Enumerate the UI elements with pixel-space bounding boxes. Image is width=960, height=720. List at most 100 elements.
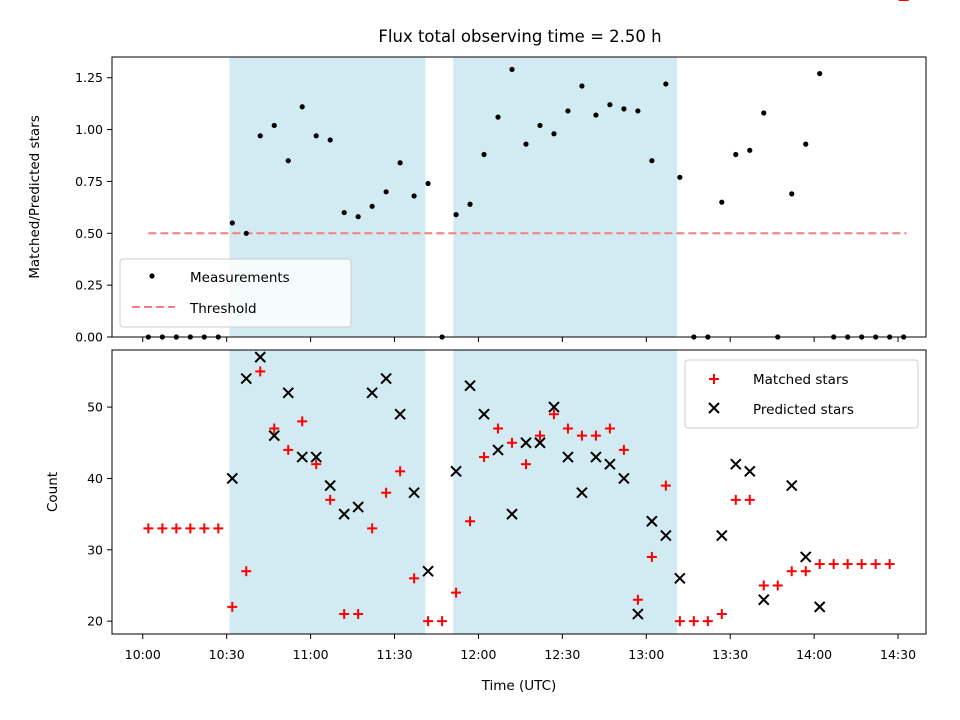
predicted-marker-stroke bbox=[464, 379, 476, 392]
predicted-star-point bbox=[450, 465, 462, 478]
measurement-point bbox=[733, 151, 739, 158]
predicted-star-point bbox=[380, 372, 392, 385]
measurement-point bbox=[789, 191, 795, 197]
matched-star-point bbox=[548, 409, 559, 420]
legend-matched-label: Matched stars bbox=[753, 372, 849, 388]
predicted-marker-stroke bbox=[646, 515, 658, 527]
observing-window-shade bbox=[453, 57, 678, 337]
measurement-point bbox=[271, 122, 277, 129]
predicted-marker-stroke bbox=[310, 451, 322, 463]
bottom-axes-frame bbox=[111, 349, 927, 635]
predicted-marker-stroke bbox=[450, 465, 462, 478]
predicted-star-point bbox=[408, 487, 420, 499]
measurement-point bbox=[453, 212, 459, 218]
measurement-point bbox=[299, 104, 305, 110]
matched-star-point bbox=[437, 616, 448, 627]
matched-star-point bbox=[604, 423, 615, 434]
predicted-star-point bbox=[534, 437, 546, 449]
x-tick-label: 14:30 bbox=[880, 647, 916, 662]
matched-star-point bbox=[297, 416, 308, 427]
measurement-point bbox=[341, 209, 347, 216]
chart-title: Flux total observing time = 2.50 h bbox=[378, 27, 661, 46]
matched-star-point bbox=[814, 559, 825, 570]
measurement-point bbox=[551, 131, 557, 137]
predicted-star-point bbox=[576, 487, 588, 499]
predicted-star-point bbox=[268, 429, 280, 442]
matched-star-point bbox=[632, 594, 643, 605]
predicted-marker-stroke bbox=[632, 608, 644, 620]
predicted-star-point bbox=[464, 379, 476, 392]
predicted-marker-stroke bbox=[534, 437, 546, 449]
measurement-point bbox=[369, 203, 375, 209]
measurement-point bbox=[495, 114, 501, 120]
top-y-tick-label: 0.50 bbox=[75, 226, 103, 241]
measurement-point bbox=[523, 141, 529, 147]
matched-star-point bbox=[171, 523, 182, 534]
bottom-legend: Matched stars Predicted stars bbox=[684, 359, 919, 429]
predicted-star-point bbox=[730, 458, 742, 470]
predicted-marker-stroke bbox=[758, 594, 770, 606]
measurement-point bbox=[565, 108, 571, 114]
x-tick-label: 12:30 bbox=[544, 647, 580, 662]
measurement-point bbox=[229, 220, 235, 226]
predicted-star-point bbox=[296, 451, 308, 463]
predicted-marker-stroke bbox=[352, 501, 364, 513]
matched-star-point bbox=[269, 423, 280, 434]
matched-star-point bbox=[618, 444, 629, 455]
predicted-marker-stroke bbox=[254, 351, 266, 363]
matched-star-point bbox=[870, 559, 881, 570]
matched-star-point bbox=[143, 523, 154, 534]
predicted-marker-stroke bbox=[380, 372, 392, 385]
predicted-star-point bbox=[394, 408, 406, 420]
predicted-star-point bbox=[240, 372, 252, 385]
predicted-star-point bbox=[366, 387, 378, 399]
matched-star-point bbox=[493, 423, 504, 434]
matched-star-point bbox=[688, 616, 699, 627]
predicted-star-point bbox=[352, 501, 364, 513]
predicted-star-point bbox=[310, 451, 322, 463]
measurement-point bbox=[285, 158, 291, 164]
predicted-marker-stroke bbox=[562, 451, 574, 463]
predicted-star-point bbox=[562, 451, 574, 463]
predicted-marker-stroke bbox=[226, 472, 238, 485]
predicted-star-point bbox=[660, 529, 672, 542]
predicted-star-point bbox=[282, 387, 294, 399]
predicted-marker-stroke bbox=[296, 451, 308, 463]
predicted-star-point bbox=[506, 508, 518, 520]
predicted-marker-stroke bbox=[730, 458, 742, 470]
predicted-marker-stroke bbox=[576, 487, 588, 499]
observing-window-shade bbox=[229, 350, 426, 634]
top-y-tick-label: 1.00 bbox=[75, 122, 103, 137]
matched-star-point bbox=[590, 430, 601, 441]
matched-star-point bbox=[311, 459, 322, 470]
measurement-point bbox=[397, 160, 403, 166]
predicted-star-point bbox=[618, 472, 630, 485]
predicted-star-point bbox=[604, 458, 616, 470]
predicted-marker-stroke bbox=[674, 572, 686, 585]
bottom-observing-windows bbox=[229, 350, 678, 634]
bottom-y-axis-label: Count bbox=[45, 472, 61, 512]
matched-star-point bbox=[730, 494, 741, 505]
predicted-star-point bbox=[758, 594, 770, 606]
x-tick-label: 11:00 bbox=[293, 647, 329, 662]
matched-star-point bbox=[255, 366, 266, 377]
matched-star-point bbox=[786, 566, 797, 577]
measurement-point bbox=[537, 122, 543, 129]
top-legend-box bbox=[119, 258, 352, 328]
bottom-axis-ticks: 10:00 10:30 11:00 11:30 12:00 12:30 13:00 13:30… bbox=[87, 400, 916, 662]
x-tick-label: 13:00 bbox=[628, 647, 664, 662]
matched-stars-points bbox=[143, 0, 909, 627]
matched-star-point bbox=[227, 601, 238, 612]
x-tick-label: 13:30 bbox=[712, 647, 748, 662]
measurement-point bbox=[803, 141, 809, 147]
matched-star-point bbox=[381, 487, 392, 498]
matched-star-point bbox=[660, 480, 671, 491]
legend-measurements-label: Measurements bbox=[190, 270, 290, 286]
x-tick-label: 10:00 bbox=[125, 647, 161, 662]
predicted-marker-stroke bbox=[660, 529, 672, 542]
matched-star-point bbox=[674, 616, 685, 627]
top-y-tick-label: 1.25 bbox=[75, 70, 103, 85]
matched-star-point bbox=[856, 559, 867, 570]
top-axes-frame bbox=[111, 56, 927, 338]
predicted-marker-stroke bbox=[478, 408, 490, 420]
